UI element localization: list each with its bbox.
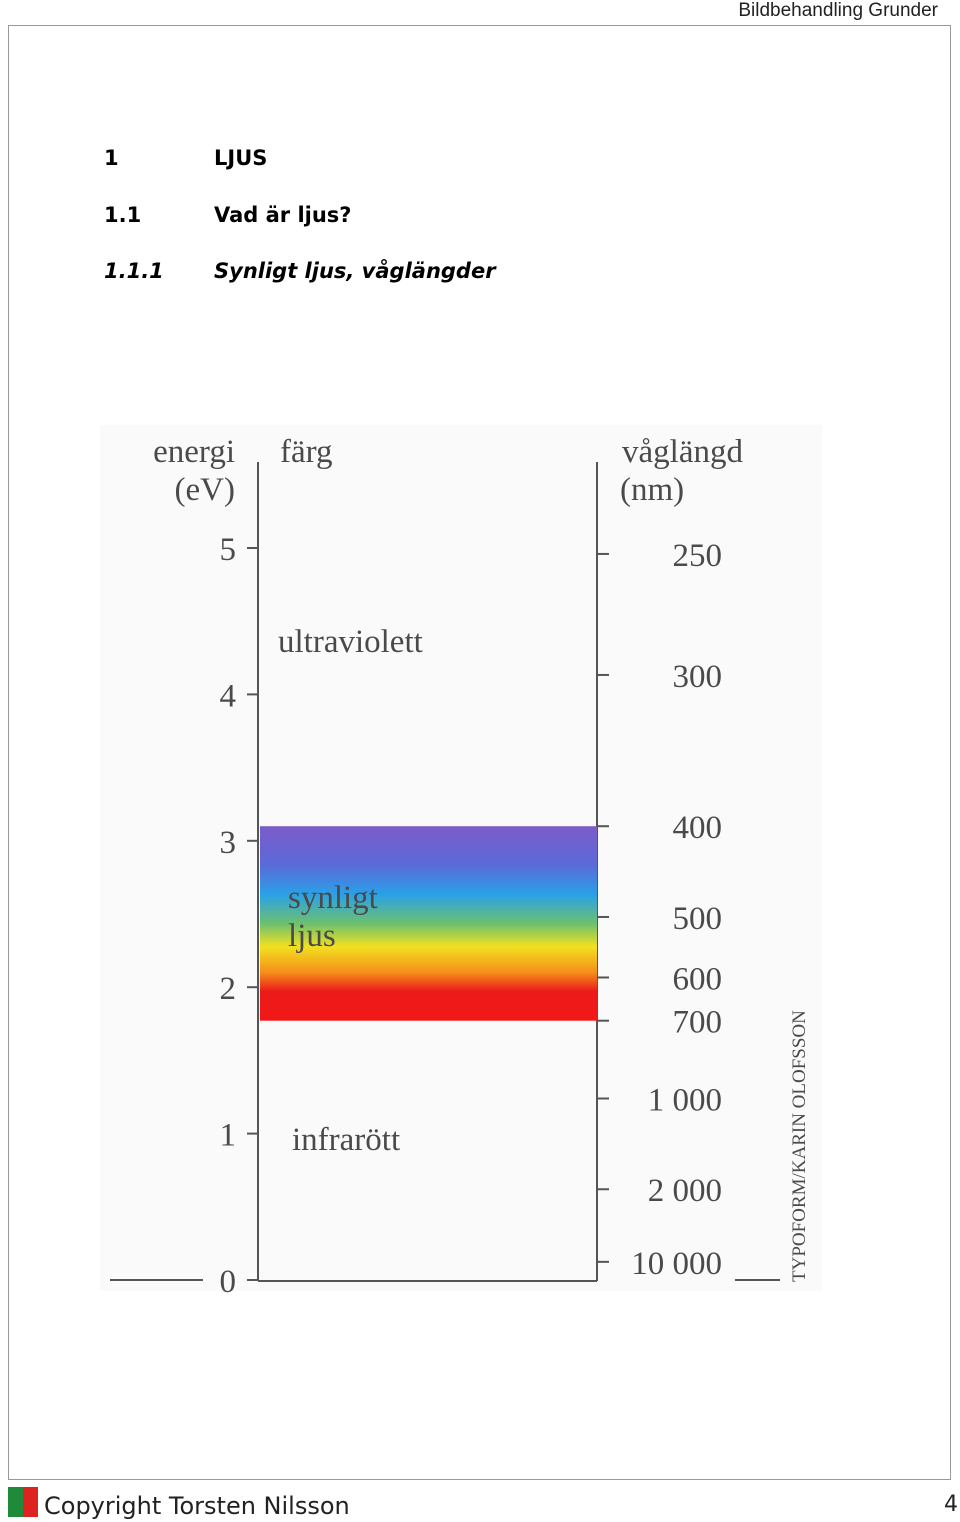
heading-number: 1.1 [104,203,142,227]
footer-copyright: Copyright Torsten Nilsson [44,1492,350,1520]
axis-label: våglängd [622,434,743,470]
tick-label: 2 000 [648,1173,722,1209]
tick-label: 4 [220,678,237,714]
page-number: 4 [944,1492,958,1517]
axis-label: (eV) [175,472,235,508]
tick-label: 600 [673,961,723,997]
tick-label: 1 000 [648,1082,722,1118]
credit: TYPOFORM/KARIN OLOFSSON [789,1010,810,1282]
tick-label: 3 [220,825,237,861]
heading-title: Synligt ljus, våglängder [214,259,496,283]
region-label: infrarött [292,1122,400,1158]
axis-label: färg [280,434,333,470]
tick-label: 700 [673,1005,723,1041]
region-label: ultraviolett [278,624,423,660]
page-frame [8,25,951,1480]
heading-number: 1.1.1 [104,259,164,283]
heading-title: Vad är ljus? [214,203,352,227]
heading-number: 1 [104,146,119,170]
tick-label: 0 [220,1264,237,1300]
tick-label: 1 [220,1118,237,1154]
tick-label: 400 [673,810,723,846]
visible-band [260,826,597,1021]
logo [8,1487,38,1517]
tick-label: 300 [673,659,723,695]
heading-title: LJUS [214,146,268,170]
tick-label: 500 [673,901,723,937]
header-title: Bildbehandling Grunder [738,0,938,21]
tick-label: 5 [220,532,237,568]
region-label: synligt [288,880,378,916]
region-label: ljus [288,918,336,954]
axis-label: energi [153,434,235,470]
axis-label: (nm) [620,472,684,508]
tick-label: 250 [673,538,723,574]
tick-label: 2 [220,971,237,1007]
tick-label: 10 000 [631,1246,722,1282]
